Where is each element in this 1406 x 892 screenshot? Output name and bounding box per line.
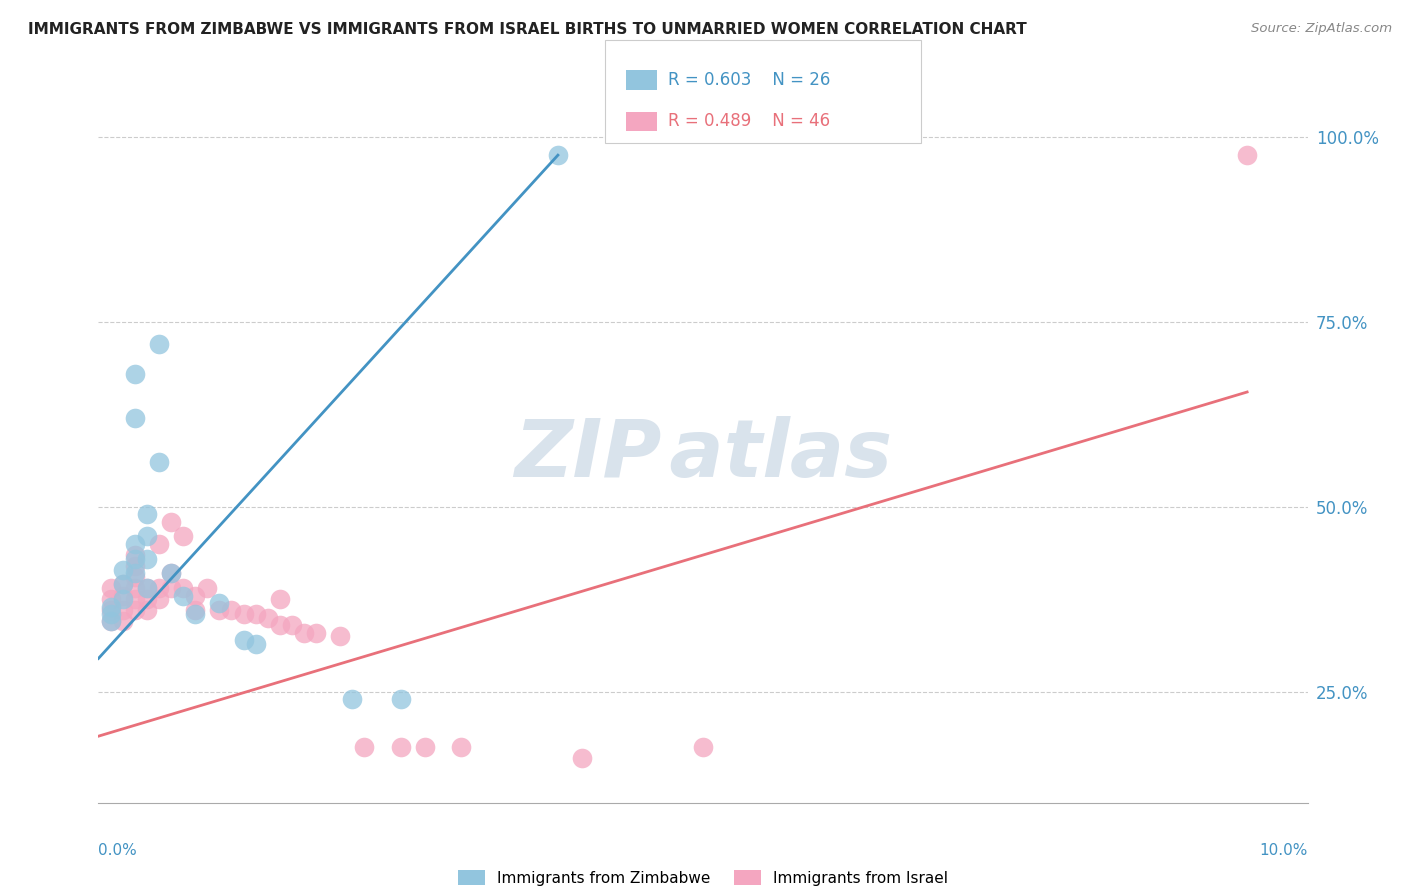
- Point: [124, 603, 146, 617]
- Point: [269, 592, 291, 607]
- Point: [100, 603, 122, 617]
- Point: [124, 411, 146, 425]
- Point: [269, 618, 291, 632]
- Text: IMMIGRANTS FROM ZIMBABWE VS IMMIGRANTS FROM ISRAEL BIRTHS TO UNMARRIED WOMEN COR: IMMIGRANTS FROM ZIMBABWE VS IMMIGRANTS F…: [28, 22, 1026, 37]
- Point: [232, 607, 254, 621]
- Point: [232, 632, 254, 647]
- Point: [148, 592, 170, 607]
- Point: [292, 625, 315, 640]
- Point: [160, 566, 183, 581]
- Point: [148, 455, 170, 469]
- Point: [135, 529, 157, 543]
- Point: [124, 581, 146, 595]
- Legend: Immigrants from Zimbabwe, Immigrants from Israel: Immigrants from Zimbabwe, Immigrants fro…: [457, 870, 949, 886]
- Point: [160, 515, 183, 529]
- Point: [195, 581, 218, 595]
- Point: [111, 577, 134, 591]
- Point: [353, 740, 375, 755]
- Text: 10.0%: 10.0%: [1260, 843, 1308, 858]
- Point: [111, 592, 134, 607]
- Point: [305, 625, 328, 640]
- Point: [245, 637, 267, 651]
- Point: [389, 692, 412, 706]
- Point: [124, 570, 146, 584]
- Text: Source: ZipAtlas.com: Source: ZipAtlas.com: [1251, 22, 1392, 36]
- Point: [135, 603, 157, 617]
- Point: [172, 581, 194, 595]
- Point: [547, 148, 569, 162]
- Point: [124, 551, 146, 566]
- Point: [111, 563, 134, 577]
- Point: [124, 367, 146, 381]
- Point: [221, 603, 243, 617]
- Point: [111, 615, 134, 629]
- Point: [172, 589, 194, 603]
- Point: [208, 596, 231, 610]
- Point: [100, 592, 122, 607]
- Point: [692, 740, 714, 755]
- Point: [571, 751, 593, 765]
- Point: [389, 740, 412, 755]
- Point: [124, 558, 146, 573]
- Point: [135, 551, 157, 566]
- Point: [160, 566, 183, 581]
- Point: [256, 611, 278, 625]
- Point: [100, 615, 122, 629]
- Text: 0.0%: 0.0%: [98, 843, 138, 858]
- Point: [124, 537, 146, 551]
- Point: [111, 589, 134, 603]
- Point: [135, 581, 157, 595]
- Point: [148, 581, 170, 595]
- Point: [172, 529, 194, 543]
- Point: [111, 577, 134, 591]
- Point: [124, 566, 146, 581]
- Point: [184, 589, 207, 603]
- Text: ZIP atlas: ZIP atlas: [515, 416, 891, 494]
- Point: [281, 618, 304, 632]
- Point: [342, 692, 364, 706]
- Text: R = 0.489    N = 46: R = 0.489 N = 46: [668, 112, 830, 130]
- Point: [329, 629, 352, 643]
- Point: [135, 507, 157, 521]
- Point: [1236, 148, 1258, 162]
- Point: [148, 337, 170, 351]
- Point: [100, 599, 122, 614]
- Point: [413, 740, 436, 755]
- Point: [124, 592, 146, 607]
- Point: [160, 581, 183, 595]
- Point: [184, 607, 207, 621]
- Point: [148, 537, 170, 551]
- Point: [245, 607, 267, 621]
- Point: [135, 581, 157, 595]
- Point: [100, 581, 122, 595]
- Text: R = 0.603    N = 26: R = 0.603 N = 26: [668, 71, 830, 89]
- Point: [100, 607, 122, 621]
- Point: [208, 603, 231, 617]
- Point: [111, 603, 134, 617]
- Point: [124, 548, 146, 562]
- Point: [450, 740, 472, 755]
- Point: [135, 592, 157, 607]
- Point: [100, 615, 122, 629]
- Point: [184, 603, 207, 617]
